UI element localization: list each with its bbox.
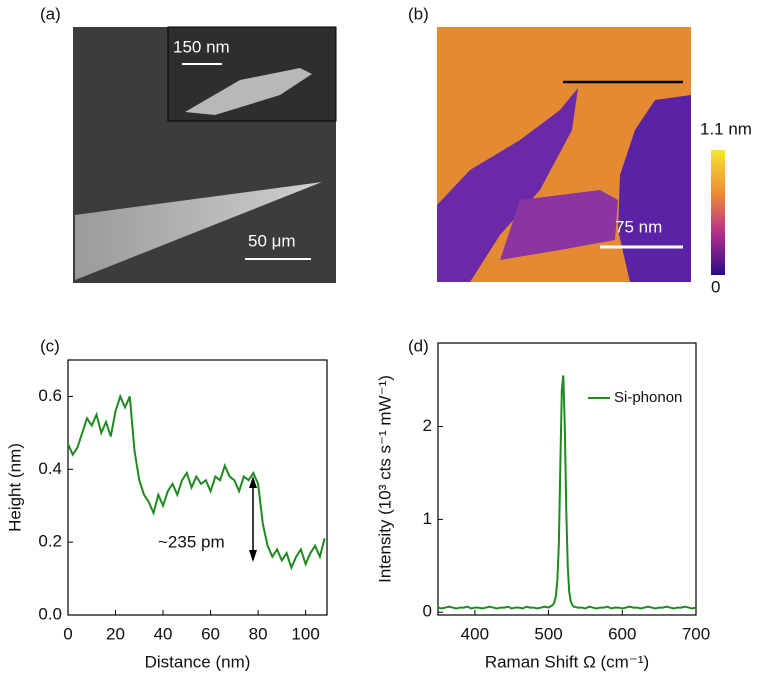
inset-tip xyxy=(185,68,312,115)
y-tick-label: 1 xyxy=(423,509,432,528)
y-axis-label: Height (nm) xyxy=(5,443,24,532)
x-tick-label: 500 xyxy=(534,624,562,643)
terrace xyxy=(437,88,578,282)
panel-label: (a) xyxy=(40,4,61,23)
x-tick-label: 400 xyxy=(461,624,489,643)
scale-label: 50 μm xyxy=(248,231,296,250)
annotation: ~235 pm xyxy=(158,532,225,551)
x-axis-label: Distance (nm) xyxy=(145,652,251,671)
colorbar xyxy=(711,150,725,275)
arrow-head xyxy=(249,476,257,488)
y-axis-label: Intensity (10³ cts s⁻¹ mW⁻¹) xyxy=(375,375,394,583)
y-tick-label: 0.4 xyxy=(38,459,62,478)
panel-label: (d) xyxy=(408,336,429,355)
y-tick-label: 2 xyxy=(423,416,432,435)
colorbar-label: 1.1 nm xyxy=(700,119,752,138)
panel-label: (b) xyxy=(408,4,429,23)
x-axis-label: Raman Shift Ω (cm⁻¹) xyxy=(485,652,649,671)
x-tick-label: 700 xyxy=(682,624,710,643)
x-tick-label: 20 xyxy=(106,624,125,643)
x-tick-label: 600 xyxy=(608,624,636,643)
x-tick-label: 40 xyxy=(154,624,173,643)
data-line xyxy=(67,393,326,571)
y-tick-label: 0 xyxy=(423,602,432,621)
panel-label: (c) xyxy=(40,336,60,355)
y-tick-label: 0.0 xyxy=(38,604,62,623)
y-tick-label: 0.2 xyxy=(38,532,62,551)
x-tick-label: 100 xyxy=(291,624,319,643)
tip xyxy=(75,182,322,280)
x-tick-label: 60 xyxy=(201,624,220,643)
data-line xyxy=(437,375,697,610)
plot-frame xyxy=(67,359,328,616)
x-tick-label: 0 xyxy=(63,624,72,643)
scale-label: 150 nm xyxy=(173,37,230,56)
terrace xyxy=(500,190,618,260)
plot-frame xyxy=(437,342,697,616)
y-tick-label: 0.6 xyxy=(38,386,62,405)
legend-label: Si-phonon xyxy=(614,389,682,406)
arrow-head xyxy=(249,550,257,562)
terrace xyxy=(618,95,691,282)
x-tick-label: 80 xyxy=(249,624,268,643)
colorbar-label: 0 xyxy=(711,277,720,296)
scale-label: 75 nm xyxy=(615,217,662,236)
